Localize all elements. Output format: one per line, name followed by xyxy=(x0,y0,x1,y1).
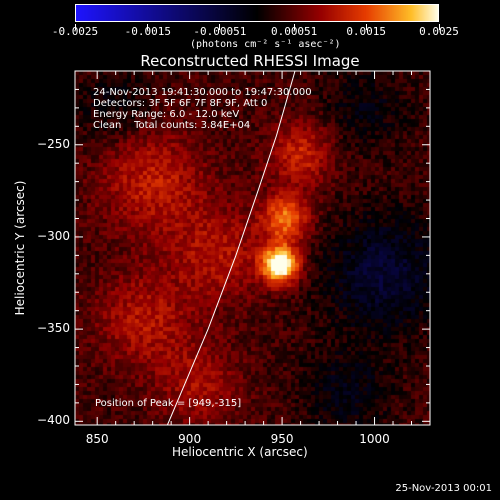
y-tick-label: −300 xyxy=(37,228,70,243)
colorbar-tick-label: -0.0015 xyxy=(124,25,171,38)
colorbar xyxy=(75,4,439,22)
colorbar-tick-label: -0.0025 xyxy=(51,25,99,38)
colorbar-frame xyxy=(75,4,439,22)
x-tick-label: 1000 xyxy=(359,432,390,446)
chart-title: Reconstructed RHESSI Image xyxy=(140,52,360,70)
energy-range-text: Energy Range: 6.0 - 12.0 keV xyxy=(93,109,240,120)
time-range-text: 24-Nov-2013 19:41:30.000 to 19:47:30.000 xyxy=(93,87,312,98)
y-tick-label: −350 xyxy=(37,321,70,336)
y-tick-label: −400 xyxy=(37,413,70,428)
clean-counts-text: Clean Total counts: 3.84E+04 xyxy=(93,120,251,131)
colorbar-unit-label: (photons cm⁻² s⁻¹ asec⁻²) xyxy=(190,39,341,50)
colorbar-tick-mark xyxy=(438,24,440,30)
colorbar-tick-mark xyxy=(365,24,367,30)
footer-date: 25-Nov-2013 00:01 xyxy=(395,483,492,494)
detectors-text: Detectors: 3F 5F 6F 7F 8F 9F, Att 0 xyxy=(93,98,268,109)
x-tick-label: 900 xyxy=(178,432,202,446)
colorbar-tick-label: 0.0015 xyxy=(346,25,387,38)
x-tick-label: 850 xyxy=(85,432,109,446)
y-axis-label: Heliocentric Y (arcsec) xyxy=(13,180,27,316)
peak-position-text: Position of Peak = [949,-315] xyxy=(95,398,242,409)
colorbar-tick-label: -0.00051 xyxy=(193,25,247,38)
y-tick-label: −250 xyxy=(37,136,70,151)
x-tick-label: 950 xyxy=(270,432,294,446)
heatmap-image xyxy=(75,71,430,425)
plot-frame xyxy=(74,70,431,426)
colorbar-tick-mark xyxy=(293,24,295,30)
colorbar-tick-label: 0.00051 xyxy=(270,25,318,38)
solar-limb-line xyxy=(166,70,296,426)
x-axis-label: Heliocentric X (arcsec) xyxy=(172,445,308,459)
colorbar-tick-mark xyxy=(219,24,221,30)
colorbar-tick-label: 0.0025 xyxy=(419,25,459,38)
colorbar-tick-mark xyxy=(147,24,149,30)
colorbar-tick-mark xyxy=(74,24,76,30)
